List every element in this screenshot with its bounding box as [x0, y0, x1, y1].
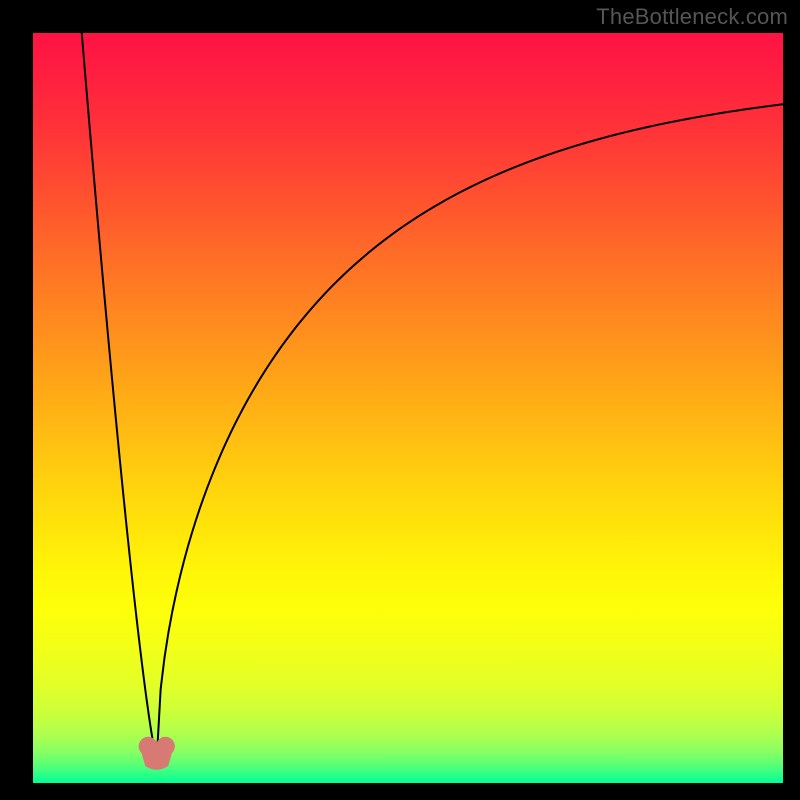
chart-canvas: TheBottleneck.com	[0, 0, 800, 800]
gradient-field	[33, 33, 783, 783]
watermark-text: TheBottleneck.com	[596, 4, 788, 30]
chart-svg	[0, 0, 800, 800]
